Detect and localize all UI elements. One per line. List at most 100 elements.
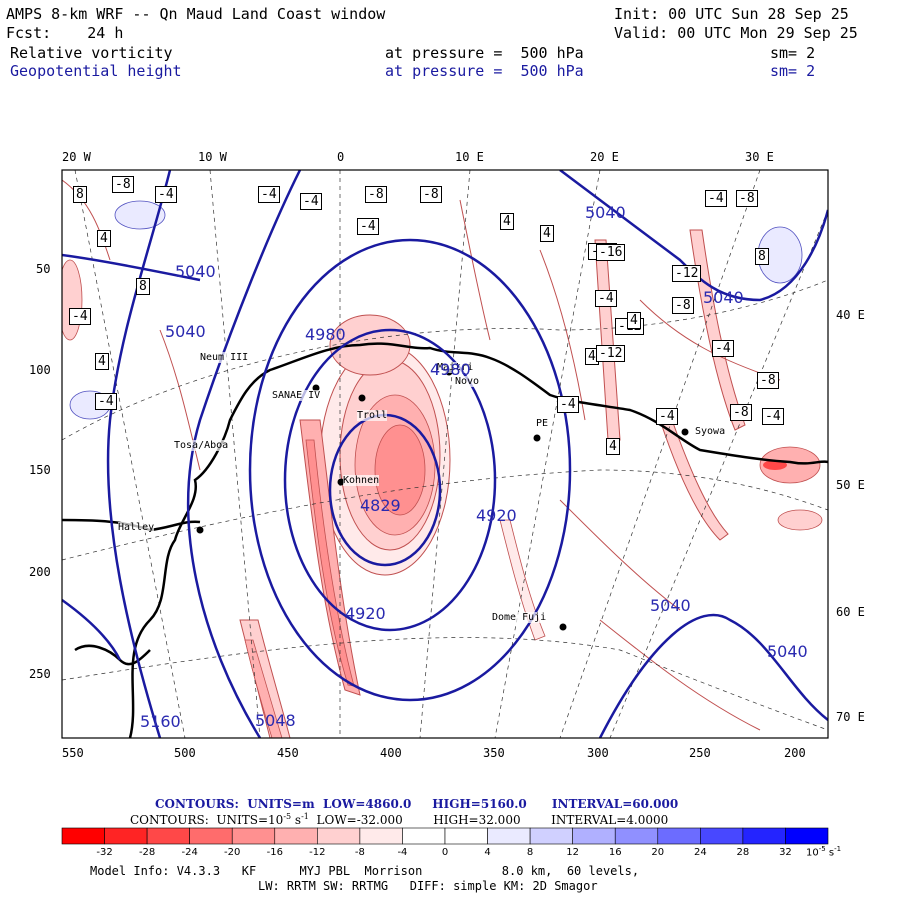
station-label: SANAE IV: [272, 390, 321, 401]
vorticity-label: 8: [136, 278, 150, 295]
right-lon-label: 70 E: [836, 710, 865, 724]
height-contour-label: 5040: [650, 596, 691, 615]
vorticity-label: -4: [762, 408, 784, 425]
colorbar-swatch: [402, 827, 446, 845]
bottom-x-label: 250: [689, 746, 711, 760]
colorbar-swatch: [657, 827, 701, 845]
vort-legend-unit-exp: -1: [301, 812, 309, 821]
vorticity-label: -12: [672, 265, 702, 282]
vorticity-contour-legend: CONTOURS: UNITS=10-5 s-1 LOW=-32.000 HIG…: [130, 812, 668, 827]
vort-legend-interval: 4.0000: [626, 813, 669, 827]
station-label: Dome Fuji: [492, 612, 547, 623]
colorbar-swatch: [104, 827, 148, 845]
colorbar-tick: -32: [96, 847, 113, 858]
vorticity-label: -12: [596, 345, 626, 362]
init-time: Init: 00 UTC Sun 28 Sep 25: [614, 5, 849, 23]
colorbar-swatch: [359, 827, 403, 845]
station-label: Kohnen: [343, 475, 380, 486]
vorticity-label: 4: [585, 348, 599, 365]
colorbar-swatch: [189, 827, 233, 845]
vorticity-label: -4: [258, 186, 280, 203]
height-contour-label: 4920: [476, 506, 517, 525]
left-y-label: 200: [29, 565, 51, 579]
vorticity-label: -8: [365, 186, 387, 203]
vort-legend-low-label: LOW=: [308, 813, 357, 827]
colorbar-tick: -20: [224, 847, 241, 858]
vorticity-label: 8: [755, 248, 769, 265]
vorticity-label: -8: [757, 372, 779, 389]
field2-smoothing: sm= 2: [770, 62, 816, 80]
height-contour-label: 5040: [165, 322, 206, 341]
field2-level: at pressure = 500 hPa: [385, 62, 584, 80]
station-label: Syowa: [695, 426, 726, 437]
bottom-x-label: 500: [174, 746, 196, 760]
station-label: Novo: [455, 376, 480, 387]
height-contour-label: 5160: [140, 712, 181, 731]
field1-name: Relative vorticity: [10, 44, 173, 62]
vorticity-label: -4: [656, 408, 678, 425]
height-contour-label: 4829: [360, 496, 401, 515]
top-lon-label: 10 E: [455, 150, 484, 164]
vort-legend-unit: s: [291, 813, 302, 827]
model-info-line1: Model Info: V4.3.3 KF MYJ PBL Morrison 8…: [90, 864, 640, 878]
colorbar: [61, 827, 829, 845]
colorbar-tick: 28: [736, 847, 750, 858]
vorticity-label: -16: [596, 244, 626, 261]
colorbar-tick: -12: [309, 847, 326, 858]
vorticity-label: 4: [500, 213, 514, 230]
bottom-x-label: 550: [62, 746, 84, 760]
height-contour-label: 5040: [585, 203, 626, 222]
height-contour-label: 5040: [703, 288, 744, 307]
bottom-x-label: 450: [277, 746, 299, 760]
colorbar-tick: 4: [484, 847, 491, 858]
top-lon-label: 20 E: [590, 150, 619, 164]
colorbar-tick: -28: [138, 847, 156, 858]
left-y-label: 50: [36, 262, 51, 276]
vort-legend-high-label: HIGH=: [433, 813, 479, 827]
right-lon-label: 50 E: [836, 478, 865, 492]
colorbar-swatch: [614, 827, 659, 845]
colorbar-swatch: [742, 827, 786, 845]
height-contour-label: 4980: [430, 360, 471, 379]
colorbar-swatch: [572, 827, 616, 845]
vorticity-label: 4: [540, 225, 554, 242]
colorbar-swatch: [444, 827, 488, 845]
height-contour-legend: CONTOURS: UNITS=m LOW=4860.0 HIGH=5160.0…: [155, 797, 678, 811]
colorbar-tick: 20: [651, 847, 665, 858]
vorticity-shading: [62, 179, 823, 738]
station-label: Neum III: [200, 352, 249, 363]
vorticity-label: -4: [357, 218, 379, 235]
colorbar-swatch: [529, 827, 573, 845]
top-lon-label: 30 E: [745, 150, 774, 164]
colorbar-tick: 16: [608, 847, 622, 858]
field1-level: at pressure = 500 hPa: [385, 44, 584, 62]
vort-legend-interval-label: INTERVAL=: [551, 813, 627, 827]
vorticity-label: 8: [73, 186, 87, 203]
vort-legend-low: -32.000: [356, 813, 403, 827]
colorbar-unit: 10-5 s-1: [806, 845, 841, 858]
vort-legend-prefix: CONTOURS: UNITS=10: [130, 813, 284, 827]
height-legend-high-label: HIGH=: [432, 797, 481, 811]
vorticity-label: 4: [97, 230, 111, 247]
left-y-label: 250: [29, 667, 51, 681]
bottom-x-label: 300: [587, 746, 609, 760]
coastline: [62, 342, 828, 738]
colorbar-tick: -24: [181, 847, 198, 858]
height-legend-interval-label: INTERVAL=: [551, 797, 633, 811]
vorticity-label: 4: [95, 353, 109, 370]
colorbar-tick: -16: [266, 847, 283, 858]
colorbar-swatch: [61, 827, 105, 845]
field1-smoothing: sm= 2: [770, 44, 816, 62]
colorbar-tick: 24: [693, 847, 707, 858]
right-lon-label: 40 E: [836, 308, 865, 322]
station-label: Halley: [118, 522, 155, 533]
vorticity-label: -4: [69, 308, 91, 325]
left-y-label: 150: [29, 463, 51, 477]
model-info-line2: LW: RRTM SW: RRTMG DIFF: simple KM: 2D S…: [258, 879, 598, 893]
map-frame: [61, 169, 829, 739]
station-label: Troll: [357, 410, 388, 421]
height-contour-label: 5040: [175, 262, 216, 281]
vorticity-label: -4: [712, 340, 734, 357]
graticule: [62, 170, 828, 738]
vorticity-label: -8: [672, 297, 694, 314]
